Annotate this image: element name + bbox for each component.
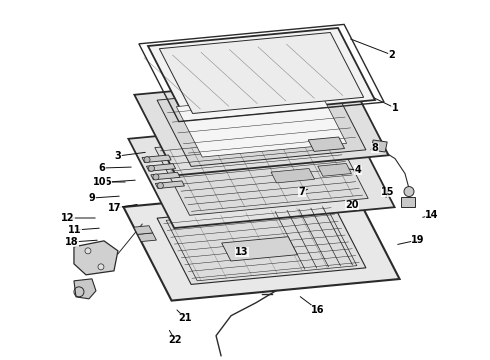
Polygon shape	[142, 155, 171, 163]
Text: 20: 20	[345, 200, 359, 210]
Text: 17: 17	[108, 203, 122, 213]
Polygon shape	[123, 185, 399, 301]
Circle shape	[98, 264, 104, 270]
Text: 16: 16	[311, 305, 325, 315]
Polygon shape	[271, 168, 315, 183]
Polygon shape	[159, 32, 364, 113]
Circle shape	[144, 157, 150, 163]
Text: 11: 11	[68, 225, 82, 235]
Polygon shape	[221, 237, 297, 261]
Polygon shape	[74, 279, 96, 299]
Circle shape	[148, 165, 154, 171]
Polygon shape	[134, 226, 153, 234]
Polygon shape	[401, 197, 415, 207]
Polygon shape	[74, 241, 118, 275]
Text: 7: 7	[298, 187, 305, 197]
Text: 3: 3	[115, 151, 122, 161]
Text: 5: 5	[105, 177, 111, 187]
Text: 8: 8	[371, 143, 378, 153]
Circle shape	[157, 183, 163, 189]
Text: 21: 21	[178, 313, 192, 323]
Text: 22: 22	[168, 335, 182, 345]
Text: 4: 4	[355, 165, 362, 175]
Text: 18: 18	[65, 237, 79, 247]
Text: 2: 2	[389, 50, 395, 60]
Text: 13: 13	[235, 247, 249, 257]
Polygon shape	[147, 164, 175, 171]
Text: 1: 1	[392, 103, 398, 113]
Text: 14: 14	[425, 210, 439, 220]
Text: 19: 19	[411, 235, 425, 245]
Polygon shape	[308, 137, 344, 152]
Polygon shape	[134, 75, 389, 175]
Circle shape	[153, 174, 159, 180]
Polygon shape	[318, 163, 351, 176]
Polygon shape	[155, 181, 184, 189]
Text: 12: 12	[61, 213, 75, 223]
Polygon shape	[138, 233, 156, 242]
Text: 9: 9	[89, 193, 96, 203]
Polygon shape	[371, 140, 387, 152]
Text: 15: 15	[381, 187, 395, 197]
Text: 10: 10	[93, 177, 107, 187]
Polygon shape	[155, 131, 368, 215]
Polygon shape	[148, 28, 375, 118]
Polygon shape	[151, 172, 180, 180]
Polygon shape	[157, 84, 366, 166]
Polygon shape	[128, 118, 394, 228]
Polygon shape	[176, 93, 346, 157]
Polygon shape	[157, 202, 366, 284]
Circle shape	[404, 186, 414, 197]
Text: 6: 6	[98, 163, 105, 173]
Polygon shape	[166, 205, 357, 281]
Circle shape	[85, 248, 91, 254]
